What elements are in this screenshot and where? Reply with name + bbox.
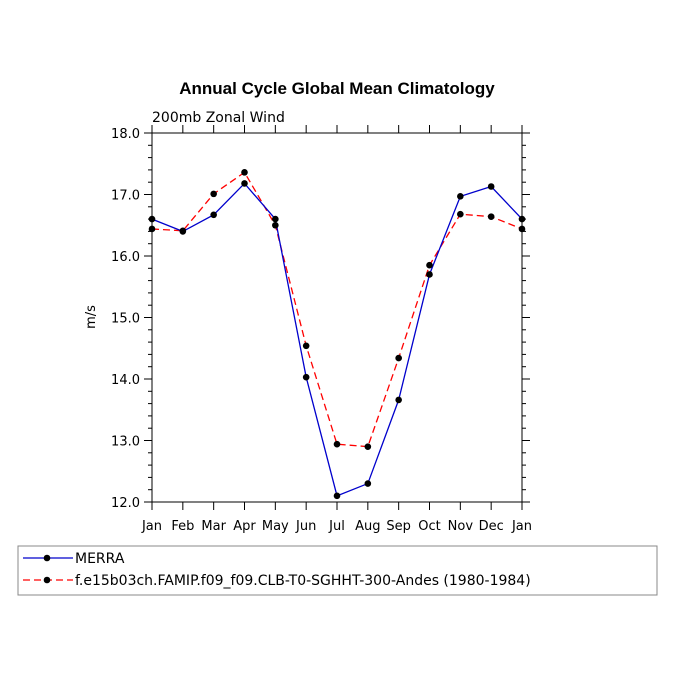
- y-tick-label: 15.0: [111, 312, 140, 327]
- series-1-point: [395, 354, 402, 362]
- series-0-point: [333, 492, 341, 500]
- series-0-point: [457, 193, 464, 200]
- series-0-point: [518, 215, 526, 223]
- x-tick-label: Aug: [355, 519, 380, 534]
- x-tick-label: Jan: [511, 519, 532, 534]
- series-1-point: [457, 210, 464, 218]
- ticks-layer: 12.0 13.0 14.0 15.0 16.0 17.0 18.0 Jan Feb Mar Apr…: [111, 125, 532, 534]
- series-1-point: [487, 213, 495, 220]
- x-tick-label: Nov: [448, 519, 474, 534]
- y-tick-label: 18.0: [111, 127, 140, 142]
- series-1-point: [426, 261, 433, 269]
- chart-subtitle: 200mb Zonal Wind: [152, 110, 285, 126]
- y-tick-label: 14.0: [111, 373, 140, 388]
- series-0-point: [364, 480, 372, 487]
- legend: MERRA f.e15b03ch.FAMIP.f09_f09.CLB-T0-SGH…: [17, 545, 658, 596]
- series-1-point: [302, 342, 310, 350]
- y-tick-label: 16.0: [111, 250, 140, 265]
- legend-label-0: MERRA: [75, 551, 125, 567]
- legend-marker-0: [43, 554, 51, 562]
- series-1-point: [364, 443, 372, 450]
- x-tick-label: Apr: [233, 519, 256, 534]
- y-tick-label: 17.0: [111, 189, 140, 204]
- x-tick-label: Jul: [328, 519, 345, 534]
- series-1-point: [179, 227, 187, 235]
- x-tick-label: Feb: [171, 519, 194, 534]
- series-0-point: [395, 396, 402, 404]
- x-tick-label: Oct: [418, 519, 440, 534]
- legend-label-1: f.e15b03ch.FAMIP.f09_f09.CLB-T0-SGHHT-30…: [75, 573, 531, 589]
- series-0-point: [148, 215, 156, 223]
- series-0-point: [210, 211, 217, 219]
- series-1-point: [241, 169, 248, 176]
- x-tick-label: Jan: [141, 519, 162, 534]
- legend-box: [17, 545, 658, 596]
- series-0-point: [302, 373, 310, 381]
- series-1-point: [148, 225, 156, 233]
- series-0-point: [426, 271, 433, 278]
- series-1-point: [333, 440, 341, 448]
- y-axis-label: m/s: [84, 305, 99, 329]
- y-tick-label: 13.0: [111, 435, 140, 450]
- legend-marker-1: [43, 576, 51, 584]
- series-1-point: [272, 221, 279, 229]
- series-1-point: [518, 225, 526, 233]
- x-tick-label: Mar: [201, 519, 226, 534]
- series-0-point: [487, 183, 495, 190]
- series-1-point: [210, 190, 217, 198]
- series-0-point: [272, 215, 279, 223]
- x-tick-label: May: [262, 519, 289, 534]
- x-tick-label: Dec: [479, 519, 504, 534]
- chart-title: Annual Cycle Global Mean Climatology: [179, 79, 495, 98]
- series-0-point: [241, 180, 248, 187]
- y-tick-label: 12.0: [111, 496, 140, 511]
- x-tick-label: Sep: [386, 519, 411, 534]
- x-tick-label: Jun: [295, 519, 316, 534]
- series-layer: [148, 169, 526, 500]
